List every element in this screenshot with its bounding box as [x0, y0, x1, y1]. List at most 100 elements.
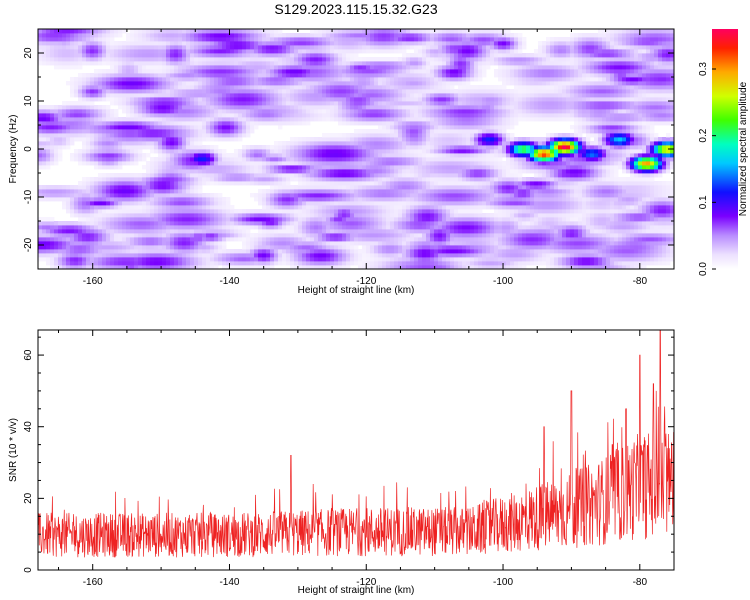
heatmap-cell: [318, 69, 323, 74]
heatmap-cell: [182, 209, 187, 214]
heatmap-cell: [290, 193, 295, 198]
heatmap-cell: [246, 49, 251, 54]
heatmap-cell: [194, 69, 199, 74]
heatmap-cell: [370, 249, 375, 254]
heatmap-cell: [242, 65, 247, 70]
heatmap-cell: [118, 253, 123, 258]
heatmap-cell: [294, 217, 299, 222]
heatmap-cell: [122, 129, 127, 134]
heatmap-cell: [394, 169, 399, 174]
heatmap-cell: [50, 125, 55, 130]
heatmap-cell: [122, 125, 127, 130]
heatmap-cell: [230, 173, 235, 178]
heatmap-cell: [382, 141, 387, 146]
heatmap-cell: [162, 185, 167, 190]
heatmap-cell: [338, 69, 343, 74]
heatmap-cell: [386, 181, 391, 186]
heatmap-cell: [86, 105, 91, 110]
heatmap-cell: [262, 145, 267, 150]
heatmap-cell: [38, 125, 43, 130]
heatmap-cell: [86, 109, 91, 114]
heatmap-cell: [46, 125, 51, 130]
heatmap-cell: [50, 129, 55, 134]
heatmap-cell: [174, 121, 179, 126]
heatmap-cell: [102, 213, 107, 218]
heatmap-cell: [210, 57, 215, 62]
heatmap-cell: [106, 261, 111, 266]
heatmap-cell: [358, 241, 363, 246]
heatmap-cell: [138, 193, 143, 198]
heatmap-cell: [90, 233, 95, 238]
heatmap-cell: [174, 217, 179, 222]
heatmap-cell: [254, 33, 259, 38]
heatmap-cell: [314, 201, 319, 206]
heatmap-cell: [358, 129, 363, 134]
heatmap-cell: [122, 137, 127, 142]
heatmap-cell: [54, 145, 59, 150]
heatmap-cell: [246, 93, 251, 98]
heatmap-cell: [42, 161, 47, 166]
heatmap-cell: [210, 241, 215, 246]
heatmap-cell: [238, 45, 243, 50]
heatmap-cell: [154, 165, 159, 170]
heatmap-cell: [210, 37, 215, 42]
heatmap-cell: [366, 249, 371, 254]
heatmap-cell: [390, 49, 395, 54]
heatmap-cell: [198, 241, 203, 246]
heatmap-cell: [374, 181, 379, 186]
heatmap-cell: [322, 85, 327, 90]
heatmap-cell: [314, 237, 319, 242]
heatmap-cell: [122, 261, 127, 266]
heatmap-cell: [278, 125, 283, 130]
heatmap-cell: [74, 189, 79, 194]
heatmap-cell: [350, 249, 355, 254]
heatmap-cell: [338, 241, 343, 246]
heatmap-cell: [210, 173, 215, 178]
heatmap-cell: [74, 37, 79, 42]
heatmap-cell: [334, 233, 339, 238]
heatmap-cell: [306, 85, 311, 90]
heatmap-cell: [54, 149, 59, 154]
heatmap-cell: [90, 53, 95, 58]
heatmap-cell: [366, 229, 371, 234]
heatmap-cell: [106, 77, 111, 82]
heatmap-cell: [390, 33, 395, 38]
heatmap-cell: [78, 109, 83, 114]
heatmap-cell: [222, 137, 227, 142]
heatmap-cell: [202, 65, 207, 70]
heatmap-cell: [138, 149, 143, 154]
heatmap-cell: [146, 69, 151, 74]
heatmap-cell: [322, 145, 327, 150]
heatmap-cell: [226, 105, 231, 110]
heatmap-cell: [326, 257, 331, 262]
heatmap-cell: [354, 137, 359, 142]
heatmap-cell: [150, 245, 155, 250]
heatmap-cell: [58, 253, 63, 258]
heatmap-cell: [126, 213, 131, 218]
heatmap-cell: [278, 101, 283, 106]
heatmap-cell: [122, 257, 127, 262]
heatmap-cell: [286, 221, 291, 226]
heatmap-cell: [198, 265, 203, 269]
heatmap-cell: [142, 185, 147, 190]
heatmap-cell: [374, 137, 379, 142]
heatmap-cell: [342, 241, 347, 246]
heatmap-cell: [126, 261, 131, 266]
heatmap-cell: [194, 109, 199, 114]
heatmap-cell: [110, 137, 115, 142]
heatmap-cell: [326, 45, 331, 50]
heatmap-cell: [102, 193, 107, 198]
heatmap-cell: [50, 141, 55, 146]
heatmap-cell: [314, 113, 319, 118]
heatmap-cell: [342, 121, 347, 126]
heatmap-cell: [174, 185, 179, 190]
heatmap-cell: [110, 201, 115, 206]
heatmap-cell: [322, 137, 327, 142]
heatmap-cell: [190, 221, 195, 226]
heatmap-cell: [370, 177, 375, 182]
heatmap-cell: [314, 97, 319, 102]
heatmap-cell: [294, 101, 299, 106]
heatmap-cell: [126, 65, 131, 70]
heatmap-cell: [330, 101, 335, 106]
heatmap-cell: [354, 201, 359, 206]
